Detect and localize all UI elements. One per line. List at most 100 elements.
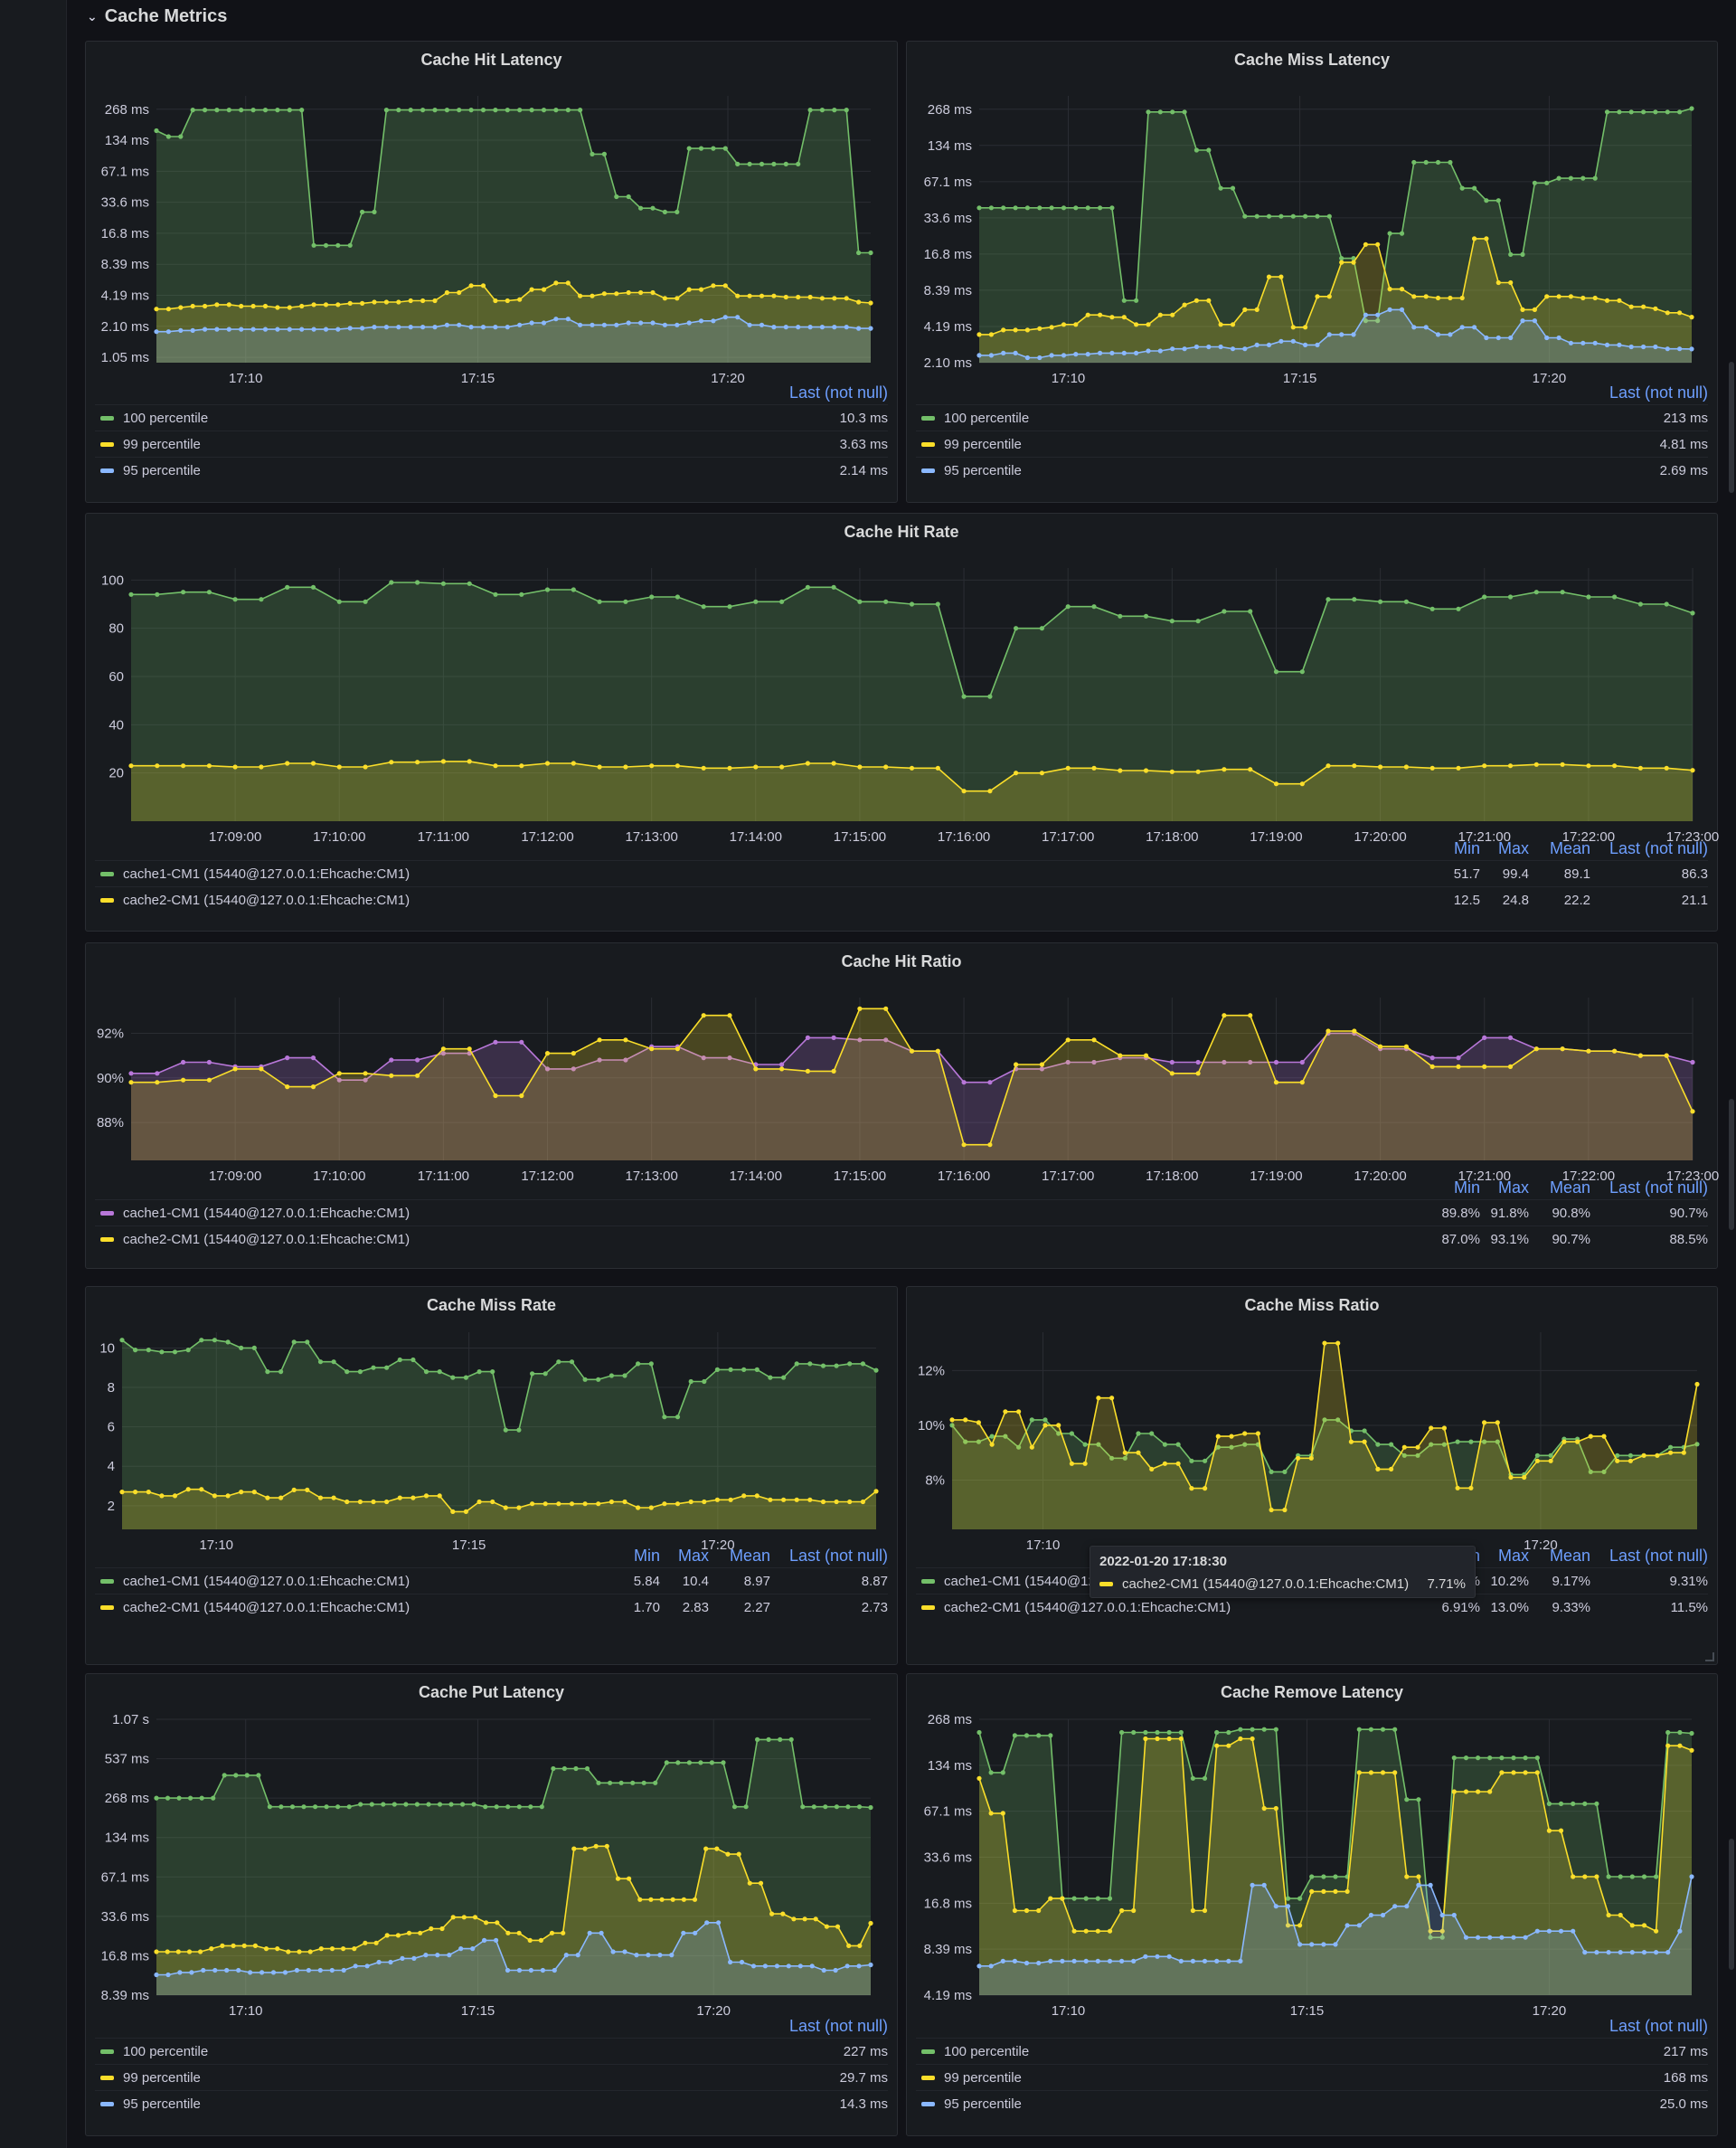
data-point[interactable] (1548, 1453, 1553, 1458)
legend-series-name[interactable]: 100 percentile (123, 410, 209, 426)
data-point[interactable] (1131, 1958, 1137, 1963)
data-point[interactable] (1043, 1417, 1048, 1423)
data-point[interactable] (1162, 1442, 1167, 1447)
data-point[interactable] (1689, 1874, 1694, 1879)
series-swatch[interactable] (921, 468, 935, 473)
data-point[interactable] (259, 764, 264, 770)
data-point[interactable] (714, 1367, 721, 1372)
data-point[interactable] (285, 761, 290, 766)
data-point[interactable] (1036, 1907, 1042, 1914)
legend-sort-max[interactable]: Max (1497, 838, 1529, 857)
data-point[interactable] (692, 1897, 698, 1902)
data-point[interactable] (1169, 1059, 1175, 1065)
data-point[interactable] (1048, 1958, 1053, 1963)
data-point[interactable] (1012, 1733, 1017, 1738)
data-point[interactable] (1107, 1896, 1113, 1901)
data-point[interactable] (1690, 610, 1695, 616)
data-point[interactable] (172, 1349, 178, 1355)
data-point[interactable] (1000, 1811, 1005, 1816)
legend-series-name[interactable]: cache1-CM1 (15440@127.0.0.1:Ehcache:CM1) (123, 866, 410, 882)
data-point[interactable] (1016, 1444, 1022, 1450)
data-point[interactable] (1121, 350, 1127, 355)
data-point[interactable] (1532, 307, 1537, 312)
data-point[interactable] (282, 1970, 288, 1975)
data-point[interactable] (1073, 322, 1079, 327)
data-point[interactable] (856, 1963, 862, 1969)
data-point[interactable] (759, 322, 765, 327)
data-point[interactable] (768, 1375, 773, 1380)
data-point[interactable] (1448, 295, 1453, 301)
data-point[interactable] (988, 1811, 994, 1816)
data-point[interactable] (1580, 295, 1586, 301)
data-point[interactable] (1468, 1485, 1474, 1490)
data-point[interactable] (287, 108, 292, 113)
data-point[interactable] (754, 1493, 760, 1499)
data-point[interactable] (797, 1963, 803, 1969)
data-point[interactable] (1456, 1064, 1461, 1069)
data-point[interactable] (759, 293, 765, 298)
data-point[interactable] (470, 1946, 476, 1952)
data-point[interactable] (165, 329, 171, 335)
legend-sort-last-not-null[interactable]: Last (not null) (1609, 1546, 1708, 1565)
data-point[interactable] (747, 293, 752, 298)
data-point[interactable] (317, 1495, 324, 1500)
data-point[interactable] (1439, 1928, 1445, 1934)
data-point[interactable] (181, 1077, 186, 1083)
data-point[interactable] (670, 1897, 675, 1902)
data-point[interactable] (494, 1804, 499, 1810)
data-point[interactable] (178, 134, 184, 139)
data-point[interactable] (344, 1369, 350, 1375)
data-point[interactable] (909, 765, 915, 771)
data-point[interactable] (495, 1920, 500, 1926)
data-point[interactable] (1601, 1469, 1607, 1474)
data-point[interactable] (206, 1077, 212, 1083)
data-point[interactable] (1523, 1770, 1528, 1775)
data-point[interactable] (949, 1423, 955, 1428)
data-point[interactable] (1065, 765, 1071, 771)
data-point[interactable] (686, 320, 692, 326)
data-point[interactable] (1435, 332, 1441, 337)
data-point[interactable] (331, 1359, 336, 1365)
data-point[interactable] (275, 326, 280, 332)
legend-sort-max[interactable]: Max (1497, 1546, 1529, 1565)
data-point[interactable] (1121, 315, 1127, 320)
data-point[interactable] (1003, 1434, 1008, 1439)
data-point[interactable] (1392, 1904, 1398, 1909)
data-point[interactable] (1273, 1080, 1279, 1085)
data-point[interactable] (774, 1963, 780, 1969)
data-point[interactable] (278, 1495, 284, 1500)
data-point[interactable] (783, 161, 788, 166)
data-point[interactable] (1681, 1450, 1686, 1455)
data-point[interactable] (369, 1802, 374, 1807)
legend-series-name[interactable]: 99 percentile (123, 2069, 201, 2086)
data-point[interactable] (857, 1037, 863, 1043)
data-point[interactable] (267, 1804, 272, 1810)
data-point[interactable] (410, 1357, 416, 1363)
data-point[interactable] (199, 1338, 204, 1343)
data-point[interactable] (857, 1006, 863, 1011)
data-point[interactable] (1136, 1431, 1141, 1436)
data-point[interactable] (771, 161, 777, 166)
data-point[interactable] (741, 1493, 747, 1499)
data-point[interactable] (578, 293, 583, 298)
data-point[interactable] (1107, 1928, 1113, 1934)
data-point[interactable] (1195, 1059, 1201, 1065)
legend-sort-last-not-null[interactable]: Last (not null) (1609, 2016, 1708, 2035)
legend-item[interactable]: 99 percentile 29.7 ms (95, 2064, 888, 2090)
data-point[interactable] (759, 161, 765, 166)
data-point[interactable] (493, 298, 498, 304)
legend-sort-min[interactable]: Min (1453, 1178, 1480, 1197)
data-point[interactable] (1429, 1064, 1435, 1069)
data-point[interactable] (819, 325, 826, 330)
data-point[interactable] (1206, 147, 1212, 153)
data-point[interactable] (1290, 213, 1296, 219)
data-point[interactable] (1533, 590, 1539, 595)
data-point[interactable] (503, 1427, 508, 1433)
series-swatch[interactable] (100, 441, 114, 447)
data-point[interactable] (1254, 213, 1260, 219)
data-point[interactable] (1556, 335, 1561, 341)
panel-title[interactable]: Cache Miss Rate (426, 1296, 557, 1314)
data-point[interactable] (275, 1946, 280, 1952)
data-point[interactable] (482, 1937, 487, 1943)
data-point[interactable] (364, 1963, 370, 1969)
